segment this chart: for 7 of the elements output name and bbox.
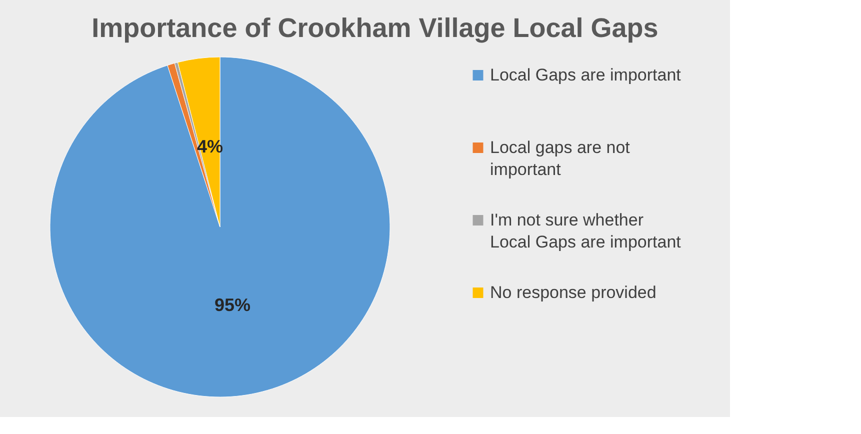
legend-label: Local gaps are not important: [490, 138, 630, 179]
pie-slice: [50, 56, 390, 398]
chart-title: Importance of Crookham Village Local Gaps: [92, 13, 658, 43]
legend-label: Local Gaps are important: [490, 65, 682, 84]
data-label: 95%: [214, 295, 251, 316]
legend-label: No response provided: [490, 282, 656, 302]
legend-label: I'm not sure whether Local Gaps are important: [490, 210, 682, 252]
